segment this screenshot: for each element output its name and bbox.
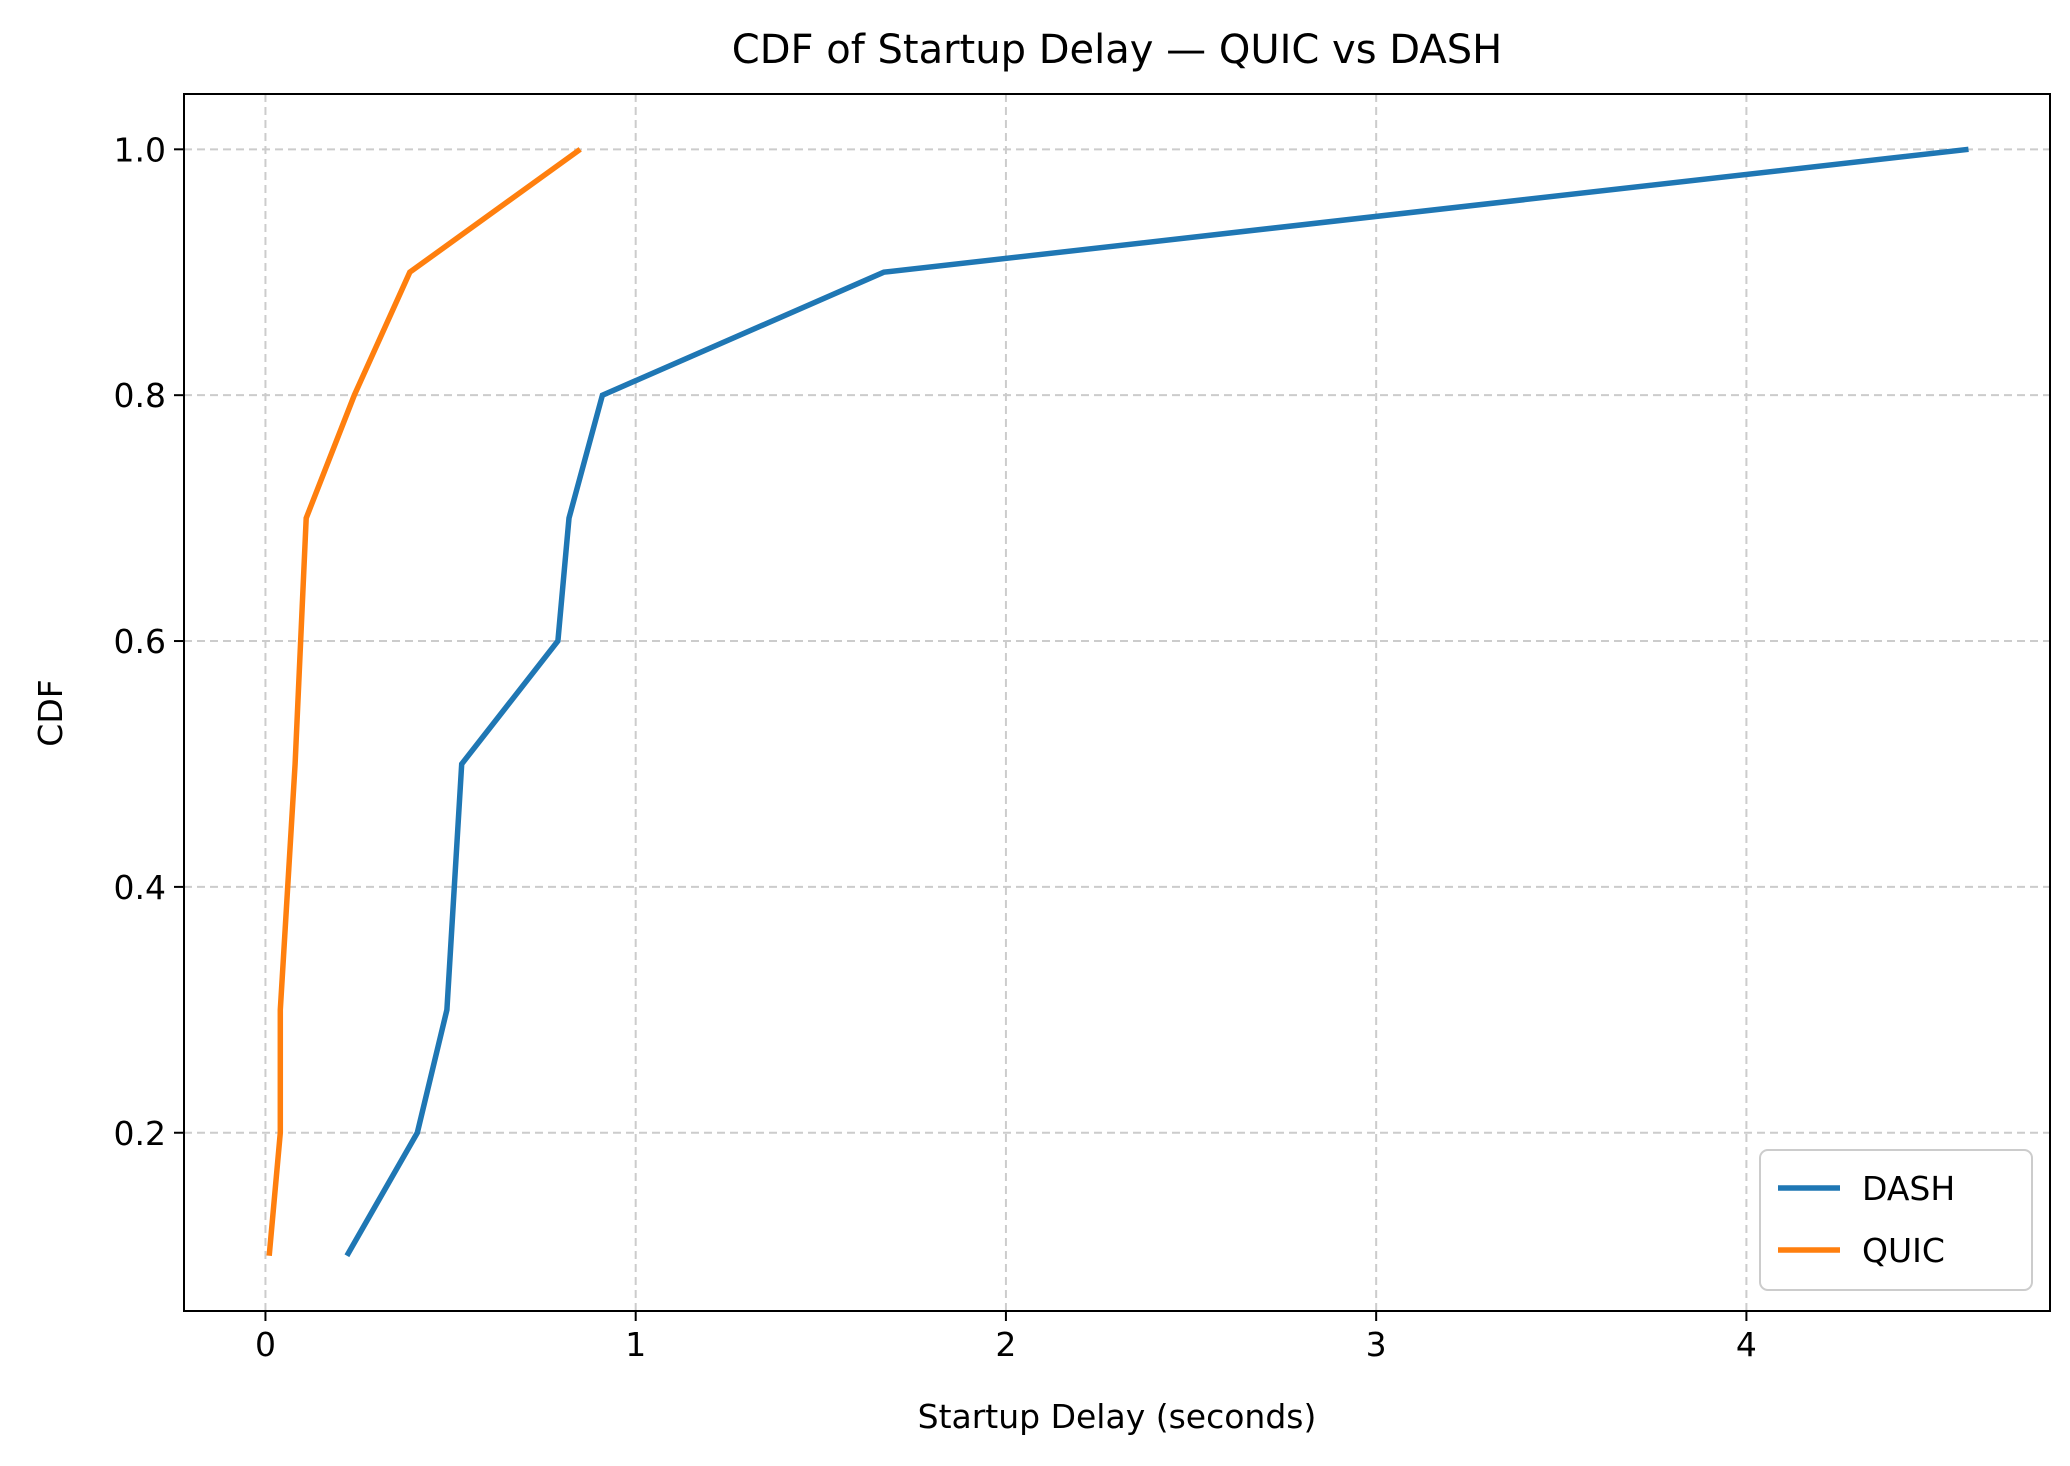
- x-tick-label: 2: [995, 1325, 1016, 1364]
- legend-box: [1759, 1149, 2033, 1291]
- legend-label: DASH: [1862, 1169, 1955, 1208]
- series-line-quic: [266, 147, 582, 1256]
- x-tick-label: 1: [625, 1325, 646, 1364]
- legend: DASH QUIC: [1759, 1149, 2033, 1291]
- series-line-dash: [344, 146, 1969, 1258]
- axis-ticks: 0 1 2 3 4 0.2 0.4 0.6 0.8 1.0: [114, 130, 1757, 1364]
- y-tick-label: 0.8: [114, 376, 166, 415]
- chart-title: CDF of Startup Delay — QUIC vs DASH: [732, 27, 1502, 73]
- grid-lines: [184, 94, 2050, 1311]
- legend-label: QUIC: [1862, 1231, 1945, 1270]
- y-tick-label: 0.4: [114, 868, 166, 907]
- x-tick-label: 0: [255, 1325, 276, 1364]
- plot-frame: [183, 93, 2051, 1312]
- y-axis-label: CDF: [31, 679, 70, 746]
- x-tick-label: 4: [1736, 1325, 1757, 1364]
- y-tick-label: 1.0: [114, 130, 166, 169]
- y-tick-label: 0.2: [114, 1114, 166, 1153]
- y-tick-label: 0.6: [114, 622, 166, 661]
- x-tick-label: 3: [1366, 1325, 1387, 1364]
- series-lines: [266, 146, 1969, 1258]
- x-axis-label: Startup Delay (seconds): [918, 1397, 1317, 1436]
